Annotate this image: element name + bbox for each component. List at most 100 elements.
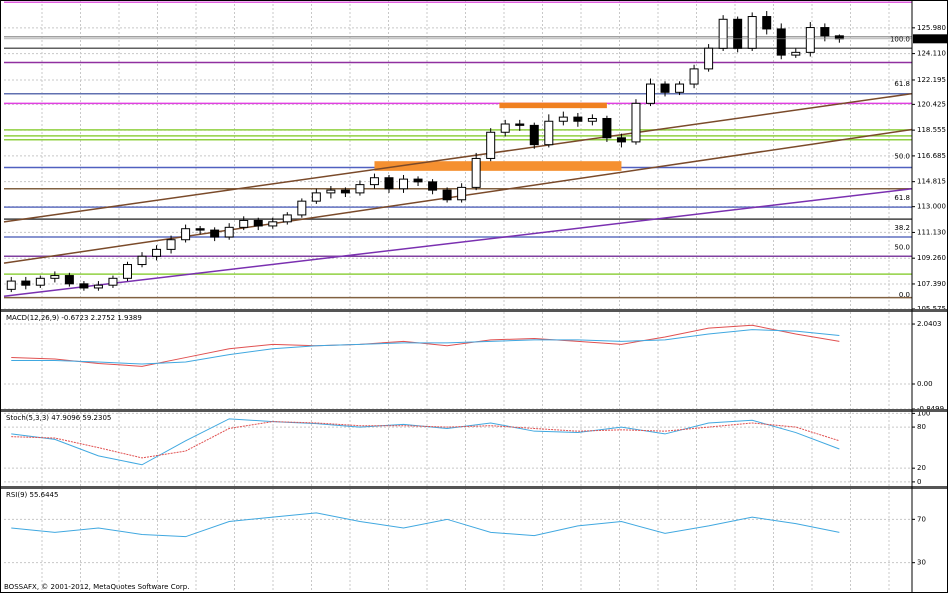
candle-body bbox=[210, 229, 220, 238]
candle-body bbox=[544, 120, 554, 146]
candle-body bbox=[776, 28, 786, 56]
fib-label: 50.0 bbox=[894, 153, 910, 161]
y-tick-label: 20 bbox=[917, 464, 926, 472]
y-tick-label: 80 bbox=[917, 423, 926, 431]
y-tick-label: -0.8499 bbox=[917, 405, 944, 413]
candle-body bbox=[195, 228, 205, 231]
y-tick-label: 2.0403 bbox=[917, 320, 942, 328]
candle-body bbox=[602, 117, 612, 139]
candle-body bbox=[500, 123, 510, 133]
y-tick-label: 122.195 bbox=[917, 76, 946, 84]
y-tick-label: 0 bbox=[917, 478, 921, 486]
candle-body bbox=[268, 221, 278, 227]
y-tick-label: 30 bbox=[917, 559, 926, 567]
candle-body bbox=[108, 277, 118, 286]
candle-body bbox=[50, 275, 60, 279]
last-price-box bbox=[913, 34, 947, 44]
candle-body bbox=[747, 16, 757, 49]
candle-body bbox=[820, 27, 830, 37]
candle-body bbox=[457, 186, 467, 201]
y-tick-label: 125.980 bbox=[917, 24, 946, 32]
candle-body bbox=[64, 275, 74, 285]
y-tick-label: 118.555 bbox=[917, 126, 946, 134]
candle-body bbox=[762, 16, 772, 30]
candle-body bbox=[224, 226, 234, 238]
fib-label: 50.0 bbox=[894, 244, 910, 252]
candle-body bbox=[399, 178, 409, 190]
candle-body bbox=[79, 283, 89, 289]
candle-body bbox=[369, 177, 379, 186]
candle-body bbox=[384, 177, 394, 190]
fib-label: 100.0 bbox=[890, 36, 910, 44]
y-tick-label: 105.575 bbox=[917, 305, 946, 313]
candle-body bbox=[181, 228, 191, 241]
y-tick-label: 109.260 bbox=[917, 254, 946, 262]
y-tick-label: 70 bbox=[917, 515, 926, 523]
fib-label: 0.0 bbox=[899, 291, 910, 299]
candle-body bbox=[791, 51, 801, 56]
candle-body bbox=[675, 83, 685, 93]
candle-body bbox=[486, 131, 496, 159]
y-tick-label: 100 bbox=[917, 409, 930, 417]
candle-body bbox=[573, 116, 583, 122]
candle-body bbox=[93, 284, 103, 289]
candle-body bbox=[646, 83, 655, 104]
indicator-line bbox=[11, 421, 840, 459]
footer: BOSSAFX, © 2001-2012, MetaQuotes Softwar… bbox=[4, 583, 189, 591]
candle-body bbox=[355, 184, 365, 194]
fib-label: 61.8 bbox=[894, 80, 910, 88]
candle-body bbox=[515, 123, 525, 126]
fib-label: 38.2 bbox=[894, 224, 910, 232]
candle-body bbox=[660, 83, 670, 93]
candle-body bbox=[718, 18, 728, 49]
indicator-line bbox=[11, 329, 840, 365]
y-tick-label: 114.815 bbox=[917, 178, 946, 186]
y-tick-label: 111.130 bbox=[917, 228, 946, 236]
last-price-label: 125.183 bbox=[915, 35, 944, 43]
zone bbox=[499, 102, 607, 109]
indicator-line bbox=[11, 324, 840, 367]
candle-body bbox=[805, 27, 815, 53]
candle-body bbox=[122, 264, 132, 279]
candle-body bbox=[326, 189, 336, 194]
candle-body bbox=[413, 178, 423, 183]
candle-body bbox=[137, 255, 147, 266]
candle-body bbox=[428, 181, 438, 191]
y-tick-label: 124.110 bbox=[917, 50, 946, 58]
candle-body bbox=[152, 248, 162, 257]
candle-body bbox=[166, 239, 176, 250]
trend-line bbox=[3, 92, 913, 223]
candle-body bbox=[587, 117, 597, 122]
candle-body bbox=[631, 102, 641, 143]
candle-body bbox=[253, 219, 263, 227]
candle-body bbox=[442, 189, 452, 201]
fib-label: 61.8 bbox=[894, 194, 910, 202]
candle-body bbox=[704, 47, 714, 70]
panel-title: RSI(9) 55.6445 bbox=[6, 491, 58, 499]
candle-body bbox=[35, 277, 45, 286]
candle-body bbox=[834, 35, 844, 40]
y-tick-label: 120.425 bbox=[917, 100, 946, 108]
candle-body bbox=[616, 137, 626, 143]
candle-body bbox=[689, 68, 699, 85]
indicator-line bbox=[11, 512, 840, 538]
candle-body bbox=[282, 214, 292, 223]
y-tick-label: 116.685 bbox=[917, 152, 946, 160]
candle-body bbox=[297, 200, 307, 216]
candle-body bbox=[21, 280, 31, 286]
trend-line bbox=[3, 188, 913, 297]
candle-body bbox=[471, 157, 481, 188]
panel-title: MACD(12,26,9) -0.6723 2.2752 1.9389 bbox=[6, 314, 142, 322]
candle-body bbox=[558, 116, 568, 122]
y-tick-label: 107.390 bbox=[917, 280, 946, 288]
candle-body bbox=[733, 18, 743, 49]
candle-body bbox=[6, 280, 16, 290]
candle-body bbox=[239, 219, 249, 228]
y-tick-label: 0.00 bbox=[917, 380, 933, 388]
zone bbox=[374, 161, 622, 171]
candle-body bbox=[529, 124, 539, 146]
candle-body bbox=[311, 192, 321, 202]
panel-title: Stoch(5,3,3) 47.9096 59.2305 bbox=[6, 414, 111, 422]
